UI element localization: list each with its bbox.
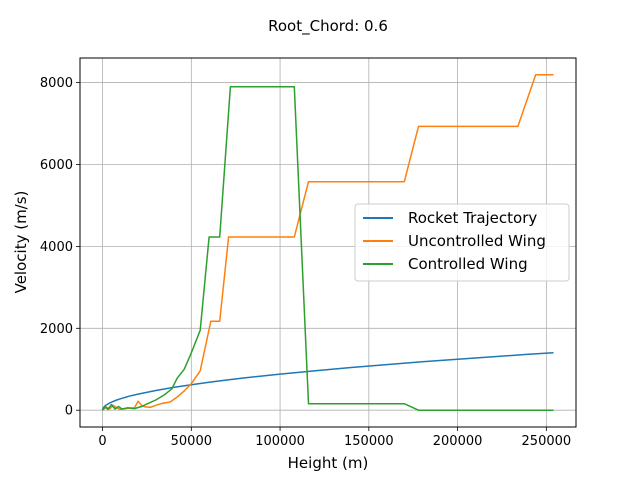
x-ticks: 0 50000 100000 150000 200000 250000: [98, 427, 571, 449]
y-tick-label: 6000: [40, 158, 73, 173]
legend-label-1: Uncontrolled Wing: [408, 232, 546, 250]
series-lines: [101, 74, 554, 411]
x-axis-label: Height (m): [288, 454, 369, 472]
series-line-1: [101, 74, 554, 411]
y-tick-label: 8000: [40, 76, 73, 91]
x-tick-label: 150000: [344, 434, 394, 449]
legend-label-2: Controlled Wing: [408, 255, 528, 273]
legend-box: [354, 203, 570, 282]
x-tick-label: 50000: [171, 434, 212, 449]
y-tick-label: 2000: [40, 322, 73, 337]
x-tick-label: 100000: [255, 434, 305, 449]
grid: [80, 58, 576, 427]
x-tick-label: 250000: [522, 434, 572, 449]
series-line-2: [101, 85, 554, 411]
y-axis-label: Velocity (m/s): [12, 191, 30, 294]
plot-frame: [79, 57, 577, 428]
y-tick-label: 0: [65, 404, 73, 419]
legend-label-0: Rocket Trajectory: [408, 209, 537, 227]
y-ticks: 0 2000 4000 6000 8000: [40, 76, 80, 419]
chart-title: Root_Chord: 0.6: [268, 17, 388, 36]
series-line-0: [101, 351, 554, 411]
y-tick-label: 4000: [40, 240, 73, 255]
x-tick-label: 200000: [433, 434, 483, 449]
legend: Rocket Trajectory Uncontrolled Wing Contro…: [354, 203, 570, 282]
x-tick-label: 0: [98, 434, 106, 449]
